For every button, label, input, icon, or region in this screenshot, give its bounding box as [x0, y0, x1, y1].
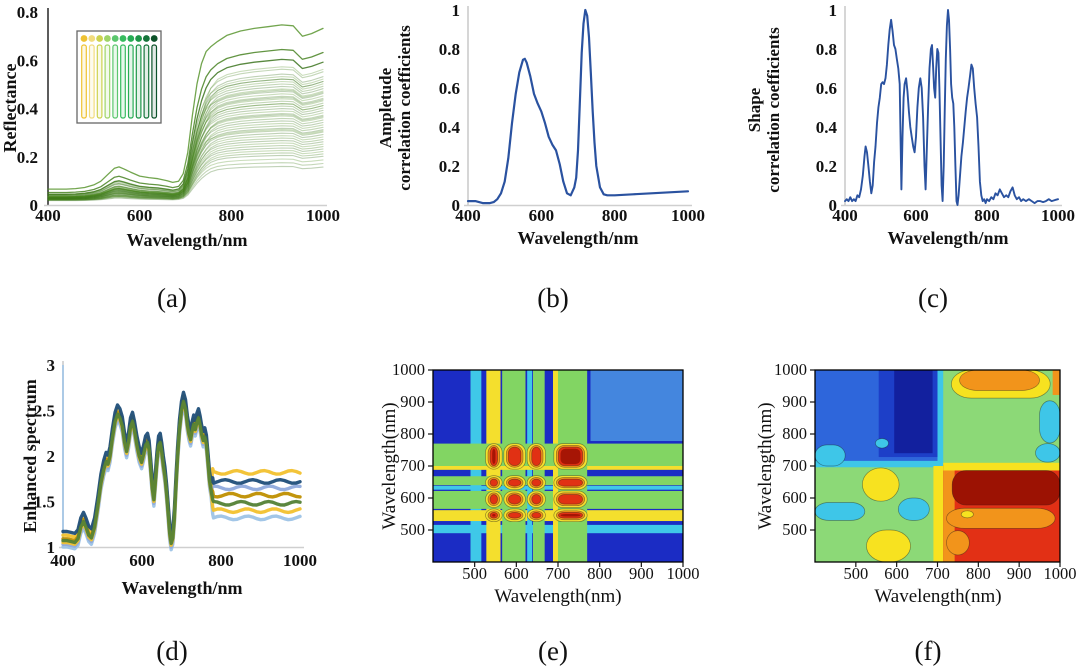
panel-b-x-axis-title: Wavelength/nm: [517, 228, 639, 248]
svg-text:0.8: 0.8: [816, 40, 837, 59]
svg-text:500: 500: [843, 564, 868, 583]
svg-text:600: 600: [884, 564, 909, 583]
svg-text:600: 600: [903, 206, 929, 225]
panel-c-chart: 400 600 800 1000 0 0.2 0.4 0.6 0.8 1: [816, 1, 1075, 225]
svg-text:1: 1: [829, 1, 838, 20]
svg-text:800: 800: [602, 206, 628, 225]
svg-text:500: 500: [782, 520, 807, 539]
svg-text:1000: 1000: [774, 360, 807, 379]
svg-text:400: 400: [50, 551, 76, 570]
panel-c-caption: (c): [918, 283, 948, 313]
svg-text:700: 700: [400, 456, 425, 475]
svg-text:0.4: 0.4: [17, 100, 39, 119]
panel-a-chart: 400 600 800 1000 0 0.2 0.4 0.6 0.8: [17, 3, 340, 225]
svg-text:3: 3: [47, 356, 56, 375]
svg-text:0.6: 0.6: [439, 79, 460, 98]
svg-text:800: 800: [400, 424, 425, 443]
svg-text:0.8: 0.8: [17, 3, 38, 22]
svg-text:1: 1: [452, 1, 461, 20]
svg-text:700: 700: [546, 564, 571, 583]
panel-f-y-axis-title: Wavelength(nm): [755, 402, 776, 530]
svg-text:800: 800: [219, 206, 245, 225]
svg-text:0.2: 0.2: [816, 157, 837, 176]
svg-text:0.2: 0.2: [17, 148, 38, 167]
panel-e-y-axis-title: Wavelength(nm): [379, 402, 400, 530]
svg-text:800: 800: [974, 206, 1000, 225]
svg-text:1000: 1000: [1041, 206, 1075, 225]
svg-text:0.4: 0.4: [816, 118, 838, 137]
svg-text:0: 0: [829, 196, 838, 215]
panel-c-y-axis-title: Shape correlation coefficients: [745, 27, 784, 193]
svg-text:2: 2: [47, 447, 56, 466]
panel-c-x-axis-title: Wavelength/nm: [887, 228, 1009, 248]
panel-a-y-axis-title: Reflectance: [0, 63, 20, 153]
svg-text:900: 900: [629, 564, 654, 583]
svg-text:600: 600: [504, 564, 529, 583]
svg-text:600: 600: [400, 488, 425, 507]
svg-text:1.5: 1.5: [34, 493, 55, 512]
svg-text:800: 800: [208, 551, 234, 570]
svg-text:1000: 1000: [306, 206, 340, 225]
panel-f-x-axis-title: Wavelength(nm): [874, 586, 1002, 607]
svg-text:900: 900: [400, 392, 425, 411]
svg-text:500: 500: [400, 520, 425, 539]
svg-text:1000: 1000: [392, 360, 425, 379]
panel-d-caption: (d): [156, 636, 188, 666]
panel-e-chart: 500 600 700 800 900 1000 500 600 700 800 900 1000: [392, 360, 700, 583]
svg-text:2.5: 2.5: [34, 402, 55, 421]
panel-f-caption: (f): [914, 636, 942, 666]
svg-text:400: 400: [455, 206, 481, 225]
svg-text:700: 700: [782, 456, 807, 475]
svg-text:1000: 1000: [671, 206, 705, 225]
panel-b-caption: (b): [537, 283, 569, 313]
svg-text:500: 500: [462, 564, 487, 583]
panel-b-y-axis-title: Ampletude correlation coefficients: [376, 25, 415, 191]
svg-text:1000: 1000: [1044, 564, 1077, 583]
panel-b-chart: 400 600 800 1000 0 0.2 0.4 0.6 0.8 1: [439, 1, 705, 225]
svg-text:1000: 1000: [667, 564, 700, 583]
svg-text:0.4: 0.4: [439, 118, 461, 137]
svg-text:0: 0: [30, 196, 39, 215]
svg-text:1: 1: [47, 538, 56, 557]
panel-d-y-axis-title: Enhanced spectrum: [20, 379, 40, 533]
panel-a-caption: (a): [157, 283, 187, 313]
svg-text:0.8: 0.8: [439, 40, 460, 59]
svg-text:0.6: 0.6: [17, 51, 38, 70]
svg-text:0: 0: [452, 196, 461, 215]
panel-e-caption: (e): [538, 636, 568, 666]
svg-text:900: 900: [782, 392, 807, 411]
panel-f-chart: 500 600 700 800 900 1000 500 600 700 800 900 1000: [774, 360, 1077, 583]
panel-a-x-axis-title: Wavelength/nm: [126, 230, 248, 250]
panel-e-x-axis-title: Wavelength(nm): [494, 586, 622, 607]
svg-text:800: 800: [966, 564, 991, 583]
svg-text:600: 600: [529, 206, 555, 225]
svg-text:400: 400: [35, 206, 61, 225]
svg-text:800: 800: [782, 424, 807, 443]
svg-text:600: 600: [782, 488, 807, 507]
svg-text:400: 400: [832, 206, 858, 225]
svg-text:0.2: 0.2: [439, 157, 460, 176]
svg-text:900: 900: [1007, 564, 1032, 583]
panel-a-inset-legend: [76, 30, 162, 124]
svg-text:0.6: 0.6: [816, 79, 837, 98]
svg-text:1000: 1000: [283, 551, 317, 570]
svg-text:800: 800: [587, 564, 612, 583]
panel-d-chart: 400 600 800 1000 1 1.5 2 2.5 3: [34, 356, 317, 570]
svg-text:700: 700: [925, 564, 950, 583]
svg-text:600: 600: [129, 551, 155, 570]
panel-d-x-axis-title: Wavelength/nm: [121, 578, 243, 598]
svg-text:600: 600: [127, 206, 153, 225]
